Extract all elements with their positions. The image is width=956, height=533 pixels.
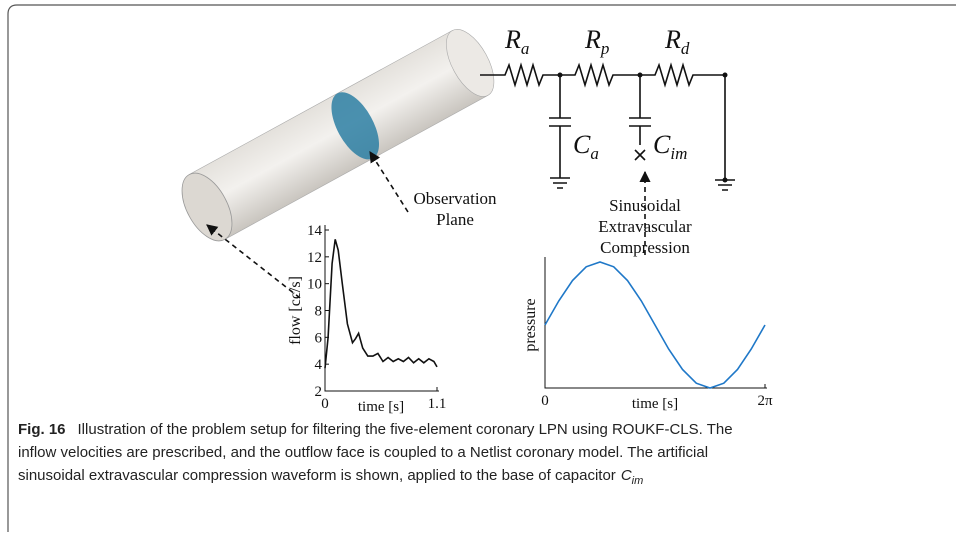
symbol: R [504,25,521,54]
data-line [544,261,766,389]
annotation: Compression [600,238,690,257]
symbol: R [664,25,681,54]
circuit [480,62,735,191]
symbol: R [584,25,601,54]
caption-line: sinusoidal extravascular compression wav… [18,467,643,487]
component-label: Cim [653,130,687,163]
caption-line: inflow velocities are prescribed, and th… [18,444,708,461]
component-label: Rd [664,25,690,58]
y-tick-label: 8 [315,304,323,320]
x-tick-label: 0 [321,396,329,412]
y-tick-label: 6 [315,330,323,346]
axis [544,257,767,389]
x-axis-label: time [s] [358,399,404,415]
caption-label: Fig. 16 [18,421,66,438]
subscript: im [632,475,644,487]
arrows [206,151,651,299]
frame [7,4,956,532]
y-tick-label: 2 [315,384,323,400]
subscript: p [600,39,610,58]
observation-plane [331,92,380,160]
component-label: Ca [573,130,599,163]
component-label: Ra [504,25,529,58]
data-line [324,239,438,369]
subscript: a [590,144,599,163]
symbol: C [653,130,671,159]
annotation: Sinusoidal [609,196,681,215]
symbol: C [621,467,632,484]
subscript: a [521,39,530,58]
subscript: im [670,144,687,163]
symbol: C [573,130,591,159]
component-label: Rp [584,25,609,58]
annotation: Plane [436,210,474,229]
y-axis-label: pressure [522,298,539,351]
x-tick-label: 2π [757,393,773,409]
annotation: Extravascular [598,217,692,236]
y-tick-label: 14 [307,223,323,239]
caption-line: Fig. 16 Illustration of the problem setup… [18,421,733,438]
axis [324,225,439,392]
y-tick-label: 4 [315,357,323,373]
x-tick-label: 1.1 [428,396,447,412]
x-tick-label: 0 [541,393,549,409]
caption-text: Illustration of the problem setup for fi… [78,421,733,438]
annotation: Observation [413,189,497,208]
vessel [181,29,495,242]
y-tick-label: 12 [307,250,322,266]
caption-text: sinusoidal extravascular compression wav… [18,467,616,484]
subscript: d [681,39,690,58]
y-tick-label: 10 [307,277,322,293]
y-axis-label: flow [cc/s] [287,276,304,345]
x-axis-label: time [s] [632,396,678,412]
